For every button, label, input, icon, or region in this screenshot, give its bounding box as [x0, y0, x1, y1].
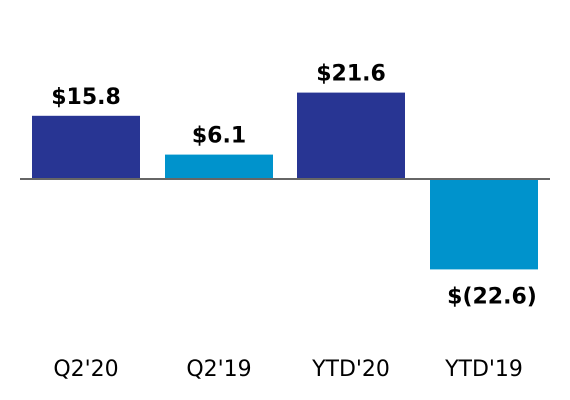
category-label-1: Q2'19 — [186, 357, 251, 382]
category-label-3: YTD'19 — [444, 357, 523, 382]
category-label-0: Q2'20 — [53, 357, 118, 382]
bars-group — [32, 92, 538, 270]
value-label-0: $15.8 — [51, 85, 121, 110]
value-label-3: $(22.6) — [447, 284, 537, 309]
labels-group: $15.8 Q2'20 $6.1 Q2'19 $21.6 YTD'20 $(22.6) YTD… — [51, 62, 537, 382]
bar-3 — [430, 179, 538, 270]
value-label-2: $21.6 — [316, 62, 386, 87]
bar-2 — [297, 92, 405, 179]
value-label-1: $6.1 — [192, 124, 246, 149]
category-label-2: YTD'20 — [311, 357, 390, 382]
bar-0 — [32, 115, 140, 179]
bar-1 — [165, 154, 273, 179]
